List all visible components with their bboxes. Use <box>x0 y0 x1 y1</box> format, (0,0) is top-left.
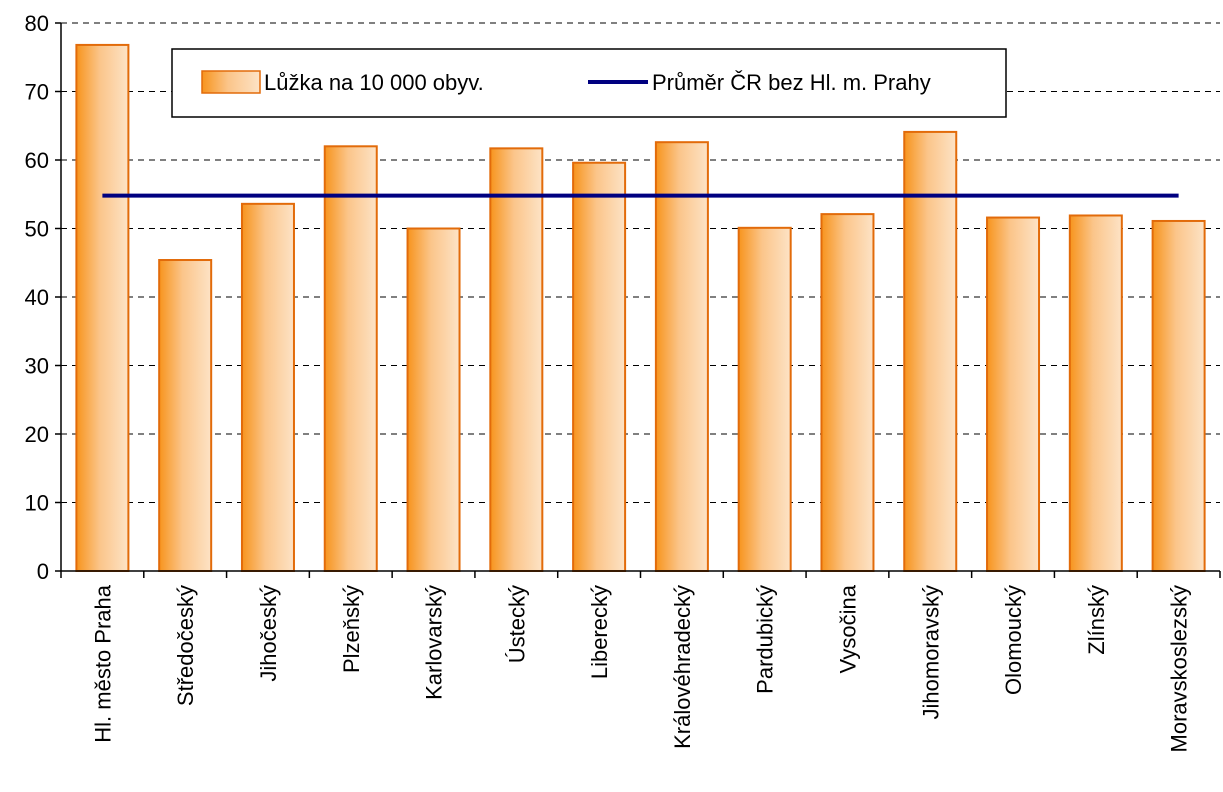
x-category-label: Olomoucký <box>1001 585 1026 695</box>
legend: Lůžka na 10 000 obyv. Průměr ČR bez Hl. … <box>171 48 1007 118</box>
bar <box>1068 214 1123 573</box>
y-tick-label: 40 <box>25 285 49 310</box>
x-category-label: Jihočeský <box>256 585 281 682</box>
y-axis-ticks: 0 10 20 30 40 50 60 70 80 <box>25 11 61 584</box>
x-category-label: Moravskoslezský <box>1167 585 1192 752</box>
bar <box>323 145 378 573</box>
x-axis-ticks: Hl. město Praha Středočeský Jihočeský Plzeň… <box>60 571 1221 752</box>
bar <box>489 147 544 572</box>
x-category-label: Zlínský <box>1084 585 1109 655</box>
y-tick-label: 80 <box>25 11 49 36</box>
bar <box>903 130 958 572</box>
x-category-label: Středočeský <box>173 585 198 706</box>
bar <box>654 141 709 572</box>
bar <box>406 227 461 572</box>
legend-line-label: Průměr ČR bez Hl. m. Prahy <box>652 70 931 95</box>
bar <box>986 216 1041 572</box>
y-tick-label: 20 <box>25 422 49 447</box>
y-tick-label: 60 <box>25 148 49 173</box>
x-category-label: Karlovarský <box>422 585 447 700</box>
bar <box>158 259 213 572</box>
x-category-label: Jihomoravský <box>918 585 943 719</box>
bar <box>737 226 792 572</box>
bar <box>1151 219 1206 572</box>
x-category-label: Ústecký <box>504 585 529 663</box>
y-tick-label: 30 <box>25 354 49 379</box>
y-tick-label: 10 <box>25 491 49 516</box>
bar <box>75 43 130 573</box>
bars <box>75 43 1206 573</box>
y-tick-label: 70 <box>25 80 49 105</box>
legend-bar-swatch <box>201 70 261 94</box>
y-tick-label: 50 <box>25 217 49 242</box>
x-category-label: Plzeňský <box>339 585 364 673</box>
x-category-label: Vysočina <box>835 584 860 673</box>
x-category-label: Královéhradecký <box>670 585 695 749</box>
x-category-label: Liberecký <box>587 585 612 679</box>
bar <box>572 161 627 573</box>
x-category-label: Hl. město Praha <box>90 584 115 742</box>
x-category-label: Pardubický <box>753 585 778 694</box>
bar <box>240 202 295 572</box>
bar <box>820 213 875 573</box>
legend-bar-label: Lůžka na 10 000 obyv. <box>264 70 484 95</box>
y-tick-label: 0 <box>37 559 49 584</box>
